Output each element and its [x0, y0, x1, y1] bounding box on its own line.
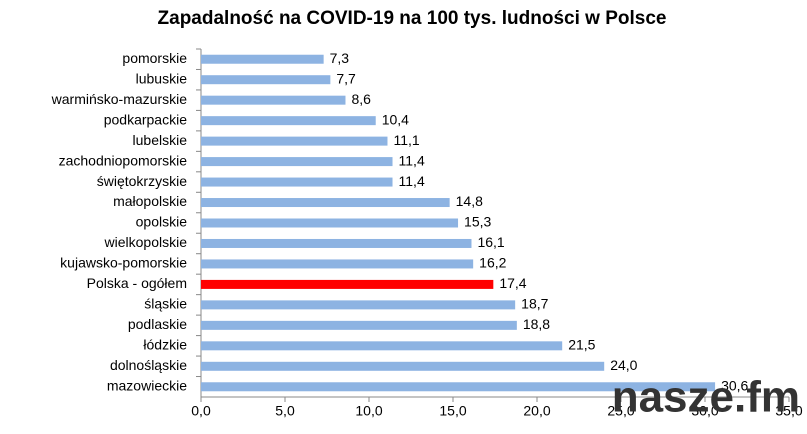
value-label: 15,3	[464, 214, 491, 230]
value-label: 18,7	[521, 296, 548, 312]
y-tick-label: podkarpackie	[104, 111, 187, 127]
bar	[201, 177, 393, 187]
bar	[201, 136, 388, 146]
bar	[201, 320, 517, 330]
value-label: 7,7	[336, 70, 356, 86]
x-tick-label: 15,0	[439, 403, 466, 419]
y-tick-label: świętokrzyskie	[97, 173, 187, 189]
value-label: 11,1	[393, 132, 419, 148]
x-tick-label: 20,0	[523, 403, 550, 419]
value-label: 10,4	[382, 111, 409, 127]
y-tick-label: kujawsko-pomorskie	[60, 255, 187, 271]
value-label: 21,5	[568, 337, 595, 353]
bar	[201, 341, 563, 351]
y-tick-label: Polska - ogółem	[87, 275, 187, 291]
value-label: 17,4	[499, 275, 526, 291]
bar	[201, 279, 494, 289]
y-tick-label: opolskie	[136, 214, 188, 230]
x-tick-label: 5,0	[275, 403, 295, 419]
value-label: 11,4	[399, 173, 425, 189]
y-tick-label: małopolskie	[113, 193, 187, 209]
x-tick-label: 25,0	[607, 403, 634, 419]
watermark: nasze.fm	[612, 373, 800, 422]
y-tick-label: warmińsko-mazurskie	[51, 91, 188, 107]
value-label: 8,6	[351, 91, 371, 107]
bar	[201, 116, 376, 126]
value-label: 18,8	[523, 316, 550, 332]
bar	[201, 157, 393, 167]
bar	[201, 95, 346, 105]
bar	[201, 361, 605, 371]
bar	[201, 54, 324, 64]
bar	[201, 382, 716, 392]
x-tick-label: 10,0	[355, 403, 382, 419]
value-label: 30,6	[721, 377, 748, 393]
y-tick-label: dolnośląskie	[110, 357, 187, 373]
bar	[201, 75, 331, 85]
y-tick-label: podlaskie	[128, 316, 187, 332]
value-label: 24,0	[610, 357, 637, 373]
value-label: 16,1	[477, 234, 504, 250]
y-tick-label: śląskie	[144, 296, 187, 312]
value-label: 14,8	[456, 193, 483, 209]
y-tick-label: zachodniopomorskie	[59, 152, 188, 168]
y-tick-label: lubelskie	[133, 132, 188, 148]
bar	[201, 259, 474, 269]
chart-title: Zapadalność na COVID-19 na 100 tys. ludn…	[158, 8, 667, 29]
y-tick-label: mazowieckie	[107, 377, 187, 393]
bar	[201, 198, 450, 208]
y-tick-label: łódzkie	[143, 337, 187, 353]
bar	[201, 238, 472, 248]
bar	[201, 300, 516, 310]
x-tick-label: 0,0	[191, 403, 211, 419]
x-tick-label: 35,0	[775, 403, 802, 419]
value-label: 7,3	[330, 50, 350, 66]
value-label: 11,4	[399, 152, 425, 168]
value-label: 16,2	[479, 255, 506, 271]
y-tick-label: wielkopolskie	[104, 234, 188, 250]
bar	[201, 218, 459, 228]
y-tick-label: lubuskie	[136, 70, 188, 86]
y-tick-label: pomorskie	[122, 50, 187, 66]
x-tick-label: 30,0	[691, 403, 718, 419]
